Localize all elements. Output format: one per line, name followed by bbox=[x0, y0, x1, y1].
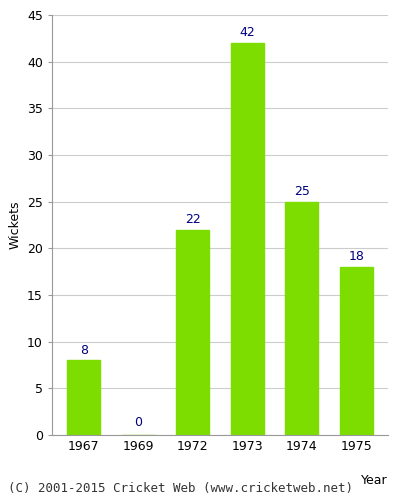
Text: Year: Year bbox=[361, 474, 388, 487]
Bar bbox=[67, 360, 100, 435]
Bar bbox=[340, 267, 373, 435]
Text: 42: 42 bbox=[239, 26, 255, 40]
Y-axis label: Wickets: Wickets bbox=[8, 200, 22, 249]
Text: 0: 0 bbox=[134, 416, 142, 430]
Text: 25: 25 bbox=[294, 185, 310, 198]
Bar bbox=[176, 230, 209, 435]
Bar bbox=[286, 202, 318, 435]
Text: 22: 22 bbox=[185, 213, 201, 226]
Text: 18: 18 bbox=[348, 250, 364, 264]
Text: 8: 8 bbox=[80, 344, 88, 356]
Text: (C) 2001-2015 Cricket Web (www.cricketweb.net): (C) 2001-2015 Cricket Web (www.cricketwe… bbox=[8, 482, 353, 495]
Bar bbox=[231, 43, 264, 435]
